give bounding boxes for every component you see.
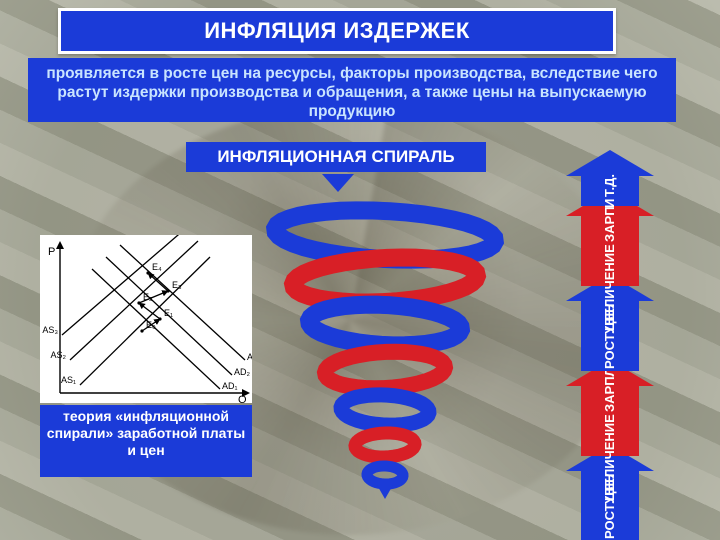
svg-text:AS₁: AS₁ (61, 375, 76, 385)
svg-text:E₂: E₂ (143, 292, 153, 302)
arrow-label: УВЕЛИЧЕНИЕЗАРПЛАТЫ (585, 386, 635, 456)
up-arrow-red: УВЕЛИЧЕНИЕЗАРПЛАТЫ (570, 360, 650, 456)
svg-text:E₄: E₄ (152, 262, 162, 272)
arrow-label: УВЕЛИЧЕНИЕЗАРПЛАТЫ (585, 216, 635, 286)
svg-text:E₃: E₃ (172, 280, 182, 290)
spiral-label-text: ИНФЛЯЦИОННАЯ СПИРАЛЬ (217, 147, 454, 166)
subtitle-box: проявляется в росте цен на ресурсы, факт… (28, 58, 676, 122)
up-arrow-blue: ИТ.Д. (570, 150, 650, 206)
subtitle-text: проявляется в росте цен на ресурсы, факт… (46, 65, 657, 120)
svg-text:E₁: E₁ (164, 308, 173, 318)
chart-box: PQAS₁AS₂AS₃AD₁AD₂AD₃E₀E₁E₂E₃E₄ (40, 235, 252, 403)
svg-text:AD₁: AD₁ (222, 381, 238, 391)
svg-text:E₀: E₀ (146, 320, 156, 330)
inflation-spiral (250, 185, 520, 515)
as-ad-chart: PQAS₁AS₂AS₃AD₁AD₂AD₃E₀E₁E₂E₃E₄ (40, 235, 252, 403)
svg-text:AS₃: AS₃ (42, 325, 58, 335)
title-box: ИНФЛЯЦИЯ ИЗДЕРЖЕК (58, 8, 616, 54)
svg-text:Q: Q (238, 394, 247, 403)
arrow-head-icon (566, 150, 654, 176)
spiral-label: ИНФЛЯЦИОННАЯ СПИРАЛЬ (186, 142, 486, 172)
svg-text:AS₂: AS₂ (51, 350, 67, 360)
chart-caption: теория «инфляционной спирали» заработной… (40, 405, 252, 477)
svg-text:P: P (48, 246, 55, 258)
arrow-stack: РОСТЦЕНУВЕЛИЧЕНИЕЗАРПЛАТЫРОСТЦЕНУВЕЛИЧЕН… (530, 200, 690, 530)
chart-caption-text: теория «инфляционной спирали» заработной… (47, 408, 245, 458)
title-text: ИНФЛЯЦИЯ ИЗДЕРЖЕК (204, 18, 470, 43)
stage: ИНФЛЯЦИЯ ИЗДЕРЖЕК проявляется в росте це… (0, 0, 720, 540)
svg-text:AD₂: AD₂ (234, 367, 251, 377)
arrow-label: ИТ.Д. (585, 176, 635, 206)
